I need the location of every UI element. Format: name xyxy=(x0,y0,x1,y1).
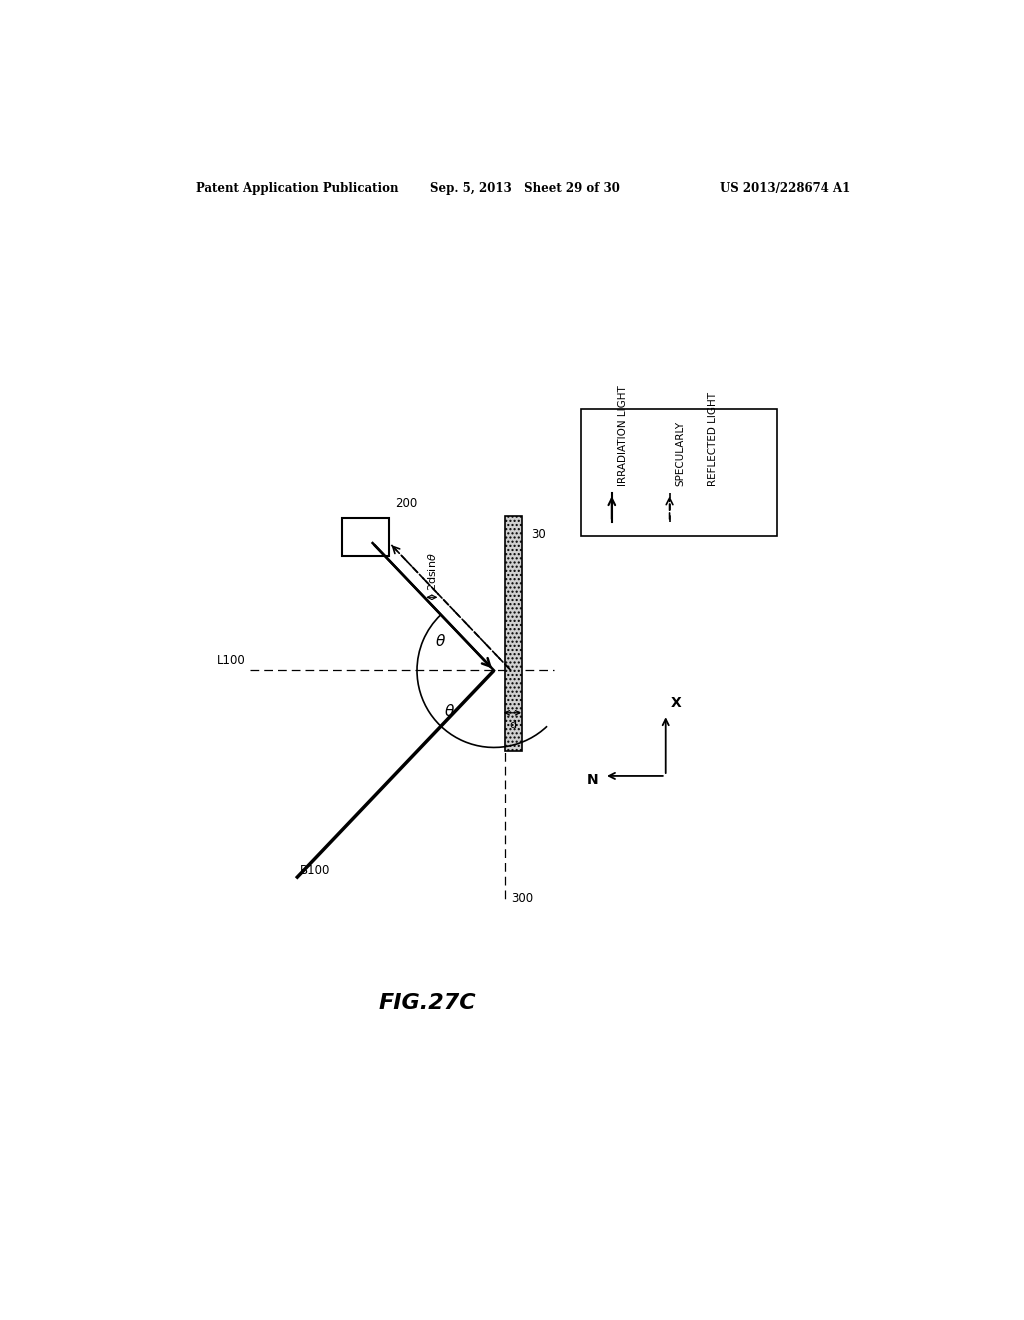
Text: $\theta$: $\theta$ xyxy=(434,632,445,649)
Text: SPECULARLY: SPECULARLY xyxy=(676,421,686,486)
Text: IRRADIATION LIGHT: IRRADIATION LIGHT xyxy=(617,385,628,486)
Text: US 2013/228674 A1: US 2013/228674 A1 xyxy=(720,182,851,194)
Text: $\theta$: $\theta$ xyxy=(443,702,455,719)
Text: Sep. 5, 2013   Sheet 29 of 30: Sep. 5, 2013 Sheet 29 of 30 xyxy=(430,182,620,194)
Text: Patent Application Publication: Patent Application Publication xyxy=(196,182,398,194)
Text: X: X xyxy=(671,697,682,710)
Bar xyxy=(342,517,389,557)
Text: REFLECTED LIGHT: REFLECTED LIGHT xyxy=(708,392,718,486)
Text: 30: 30 xyxy=(531,528,546,541)
Text: 2dsin$\theta$: 2dsin$\theta$ xyxy=(426,553,438,591)
Text: L100: L100 xyxy=(217,653,246,667)
Text: B100: B100 xyxy=(300,865,331,878)
Text: d: d xyxy=(510,721,517,730)
Text: 300: 300 xyxy=(511,892,534,906)
Text: N: N xyxy=(587,772,598,787)
Text: FIG.27C: FIG.27C xyxy=(378,993,476,1014)
Bar xyxy=(505,516,521,751)
Bar xyxy=(581,409,777,536)
Text: 200: 200 xyxy=(395,498,418,511)
